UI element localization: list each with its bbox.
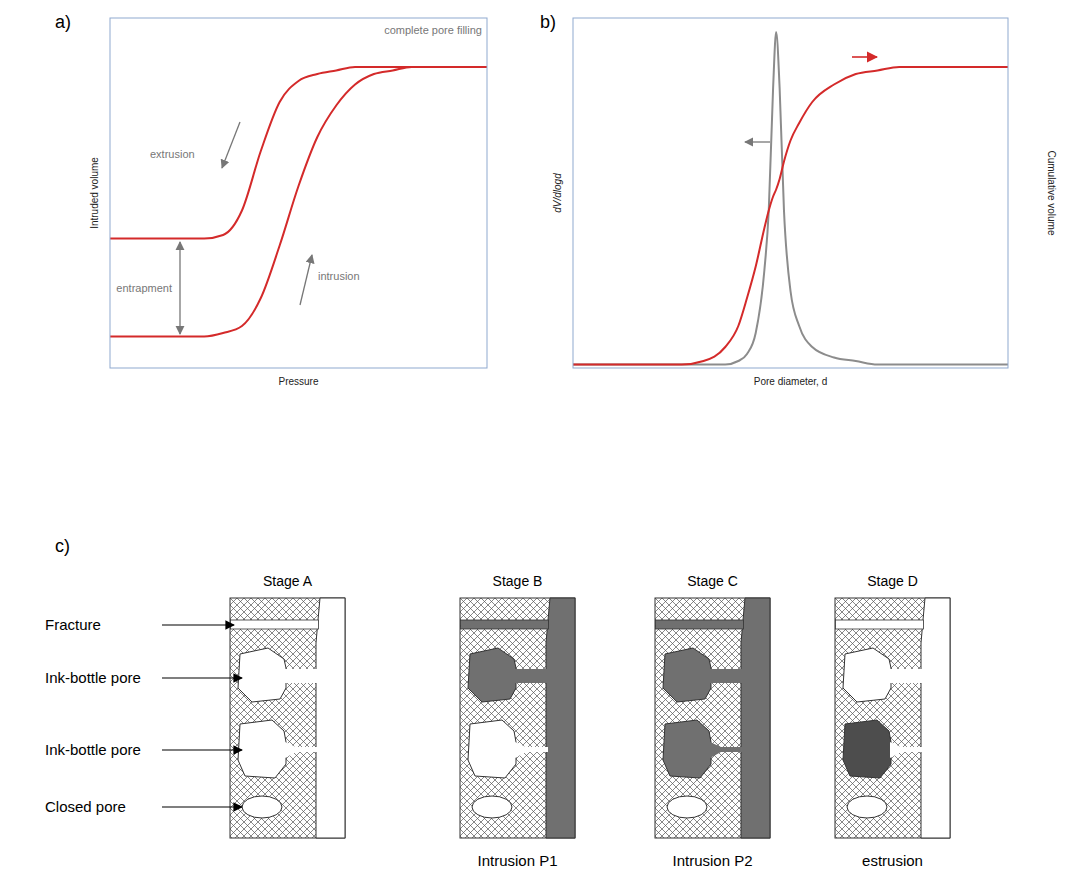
svg-text:Pressure: Pressure xyxy=(278,376,318,387)
svg-text:a): a) xyxy=(55,12,71,32)
svg-text:c): c) xyxy=(55,536,70,556)
svg-text:Pore diameter, d: Pore diameter, d xyxy=(754,376,827,387)
svg-text:Stage B: Stage B xyxy=(493,573,543,589)
svg-text:Stage C: Stage C xyxy=(687,573,738,589)
svg-text:Fracture: Fracture xyxy=(45,616,101,633)
svg-text:dV/dlogd: dV/dlogd xyxy=(552,173,563,213)
svg-text:Closed pore: Closed pore xyxy=(45,798,126,815)
svg-text:entrapment: entrapment xyxy=(116,282,172,294)
svg-text:intrusion: intrusion xyxy=(318,270,360,282)
svg-text:Intrusion P1: Intrusion P1 xyxy=(477,852,557,869)
svg-text:Cumulative volume: Cumulative volume xyxy=(1046,150,1057,235)
svg-text:complete pore filling: complete pore filling xyxy=(384,24,482,36)
svg-text:Stage D: Stage D xyxy=(867,573,918,589)
svg-text:estrusion: estrusion xyxy=(862,852,923,869)
svg-text:Stage A: Stage A xyxy=(263,573,313,589)
svg-text:Intruded volume: Intruded volume xyxy=(89,157,100,229)
svg-text:b): b) xyxy=(540,12,556,32)
svg-text:Intrusion P2: Intrusion P2 xyxy=(672,852,752,869)
svg-text:Ink-bottle pore: Ink-bottle pore xyxy=(45,669,141,686)
svg-text:extrusion: extrusion xyxy=(150,148,195,160)
svg-text:Ink-bottle pore: Ink-bottle pore xyxy=(45,741,141,758)
